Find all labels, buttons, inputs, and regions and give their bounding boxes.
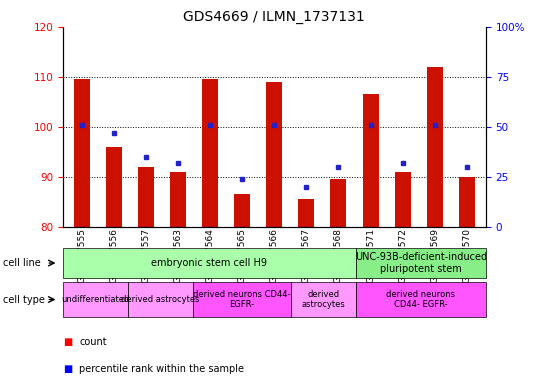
Text: derived neurons CD44-
EGFR-: derived neurons CD44- EGFR- [193,290,290,309]
Bar [330,179,347,227]
Text: UNC-93B-deficient-induced
pluripotent stem: UNC-93B-deficient-induced pluripotent st… [355,252,487,274]
Title: GDS4669 / ILMN_1737131: GDS4669 / ILMN_1737131 [183,10,365,25]
Bar [290,282,356,317]
Bar [193,282,290,317]
Bar [356,248,486,278]
Text: cell line: cell line [3,258,40,268]
Bar [356,282,486,317]
Bar [128,282,193,317]
Text: undifferentiated: undifferentiated [61,295,129,304]
Text: derived astrocytes: derived astrocytes [121,295,200,304]
Text: derived neurons
CD44- EGFR-: derived neurons CD44- EGFR- [387,290,455,309]
Bar [202,79,218,227]
Bar [138,167,154,227]
Bar [459,177,474,227]
Bar [395,172,411,227]
Bar [63,282,128,317]
Text: derived
astrocytes: derived astrocytes [301,290,345,309]
Bar [234,194,250,227]
Bar [170,172,186,227]
Text: cell type: cell type [3,295,45,305]
Bar [426,67,443,227]
Bar [63,248,356,278]
Text: percentile rank within the sample: percentile rank within the sample [79,364,244,374]
Bar [74,79,90,227]
Bar [363,94,378,227]
Text: ■: ■ [63,337,72,347]
Text: embryonic stem cell H9: embryonic stem cell H9 [151,258,267,268]
Text: count: count [79,337,107,347]
Bar [266,82,282,227]
Text: ■: ■ [63,364,72,374]
Bar [106,147,122,227]
Bar [299,199,314,227]
